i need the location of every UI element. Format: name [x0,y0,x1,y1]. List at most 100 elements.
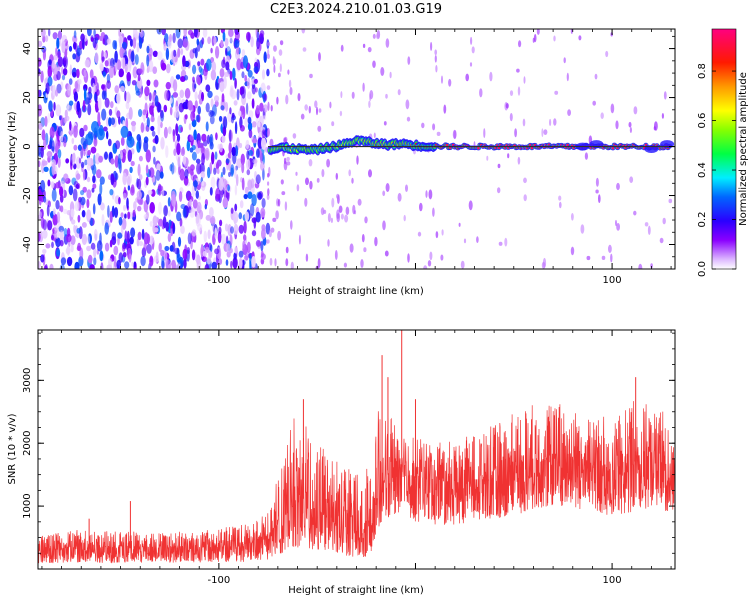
heatmap-cell [82,38,85,50]
heatmap-cell [252,158,258,164]
heatmap-cell [101,84,105,90]
heatmap-cell [40,146,44,159]
heatmap-cell [222,166,226,176]
heatmap-cell [225,259,229,266]
heatmap-cell [182,248,188,260]
heatmap-cell [169,106,173,116]
heatmap-cell [77,144,82,151]
heatmap-cell [266,194,270,200]
heatmap-cell [517,156,521,165]
heatmap-cell [39,197,42,206]
heatmap-cell [267,42,271,46]
heatmap-cell [183,258,187,269]
heatmap-cell [202,68,208,77]
heatmap-cell [87,254,93,264]
colorbar-tick-label: 0.6 [697,113,708,129]
heatmap-cell [498,241,503,246]
heatmap-cell [340,213,344,220]
heatmap-cell [445,143,449,147]
heatmap-cell [86,209,92,223]
heatmap-cell [244,74,248,83]
heatmap-cell [38,104,43,117]
heatmap-cell [222,197,228,209]
heatmap-cell [209,136,213,143]
heatmap-cell [218,178,224,191]
heatmap-cell [99,182,103,196]
heatmap-cell [336,213,341,223]
heatmap-cell [122,148,127,157]
heatmap-cell [191,144,196,151]
heatmap-cell [421,122,425,129]
heatmap-cell [592,100,596,106]
heatmap-cell [234,184,238,196]
heatmap-cell [419,202,423,212]
heatmap-cell [66,245,71,256]
heatmap-cell [42,49,47,61]
heatmap-cell [267,173,270,178]
heatmap-cell [113,255,117,268]
heatmap-cell [252,121,257,128]
heatmap-cell [204,203,207,210]
heatmap-cell [86,163,91,171]
colorbar-tick-label: 0.8 [697,63,708,79]
heatmap-cell [38,40,43,48]
heatmap-cell [477,147,480,150]
heatmap-cell [138,241,144,247]
heatmap-cell [132,209,136,218]
heatmap-cell [101,214,105,227]
x-tick-label: -100 [208,575,231,586]
heatmap-cell [79,247,84,260]
heatmap-cell [172,92,179,98]
heatmap-cell [236,88,240,101]
heatmap-cell [68,100,74,106]
heatmap-cell [218,226,222,235]
heatmap-cell [39,211,42,219]
heatmap-cell [112,40,116,50]
heatmap-cell [351,91,355,99]
heatmap-cell [131,123,136,132]
heatmap-cell [210,69,217,81]
heatmap-cell [146,79,151,87]
heatmap-cell [242,240,246,250]
heatmap-cell [66,256,73,267]
heatmap-cell [93,229,98,241]
heatmap-cell [300,113,305,120]
heatmap-cell [92,203,96,215]
heatmap-cell [198,98,203,105]
heatmap-cell [187,29,194,36]
heatmap-cell [367,47,372,53]
heatmap-cell [234,77,237,89]
heatmap-cell [329,101,332,109]
heatmap-cell [234,39,240,48]
heatmap-cell [166,63,171,74]
heatmap-cell [122,242,127,250]
heatmap-cell [615,120,619,130]
heatmap-cell [536,29,540,35]
heatmap-cell [616,223,620,231]
heatmap-cell [210,176,216,189]
heatmap-cell [195,190,199,199]
heatmap-cell [177,96,182,106]
heatmap-cell [127,185,131,191]
heatmap-cell [138,137,142,150]
heatmap-cell [283,160,288,171]
heatmap-cell [157,218,164,227]
heatmap-cell [47,112,51,124]
heatmap-cell [269,257,273,266]
heatmap-cell [102,71,107,78]
heatmap-cell [308,105,311,114]
heatmap-cell [507,153,510,159]
heatmap-cell [249,203,255,217]
heatmap-cell [262,115,267,121]
heatmap-cell [81,210,86,218]
heatmap-cell [204,147,210,161]
heatmap-cell [158,242,162,252]
heatmap-cell [70,244,74,253]
heatmap-cell [245,102,249,115]
heatmap-cell [509,113,513,122]
heatmap-cell [53,101,56,111]
heatmap-cell [230,260,233,269]
heatmap-cell [258,131,263,137]
heatmap-cell [109,189,114,196]
heatmap-cell [134,54,139,65]
